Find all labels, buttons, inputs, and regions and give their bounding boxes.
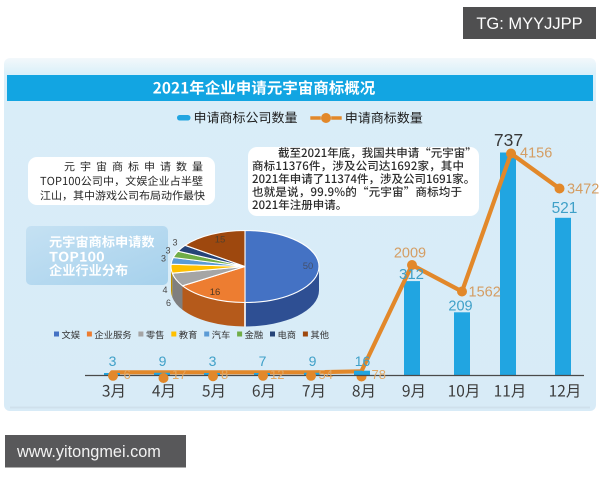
svg-text:312: 312 [399,266,424,283]
svg-text:6: 6 [166,298,171,308]
svg-text:16: 16 [210,287,221,298]
svg-text:50: 50 [303,261,314,272]
svg-text:8: 8 [221,367,228,382]
svg-text:4: 4 [162,285,167,295]
svg-text:9: 9 [159,353,167,369]
svg-text:737: 737 [494,130,523,150]
svg-text:521: 521 [552,200,578,217]
svg-text:4156: 4156 [520,146,552,162]
svg-text:9: 9 [309,353,317,369]
svg-text:3: 3 [209,353,217,369]
svg-text:209: 209 [448,299,472,315]
svg-text:15: 15 [215,235,226,246]
svg-text:7: 7 [259,353,267,369]
svg-text:TG: MYYJJPP: TG: MYYJJPP [476,15,582,33]
svg-text:www.yitongmei.com: www.yitongmei.com [16,443,161,461]
svg-text:6: 6 [124,367,131,382]
svg-text:16: 16 [355,353,371,369]
svg-text:54: 54 [319,367,333,382]
svg-text:17: 17 [172,367,186,382]
svg-text:3: 3 [109,353,117,369]
svg-text:3: 3 [172,238,177,248]
svg-text:3: 3 [165,246,170,256]
svg-text:1562: 1562 [469,285,501,301]
svg-text:3472: 3472 [567,182,599,198]
svg-text:2009: 2009 [394,246,426,262]
svg-text:12: 12 [270,367,284,382]
svg-text:3: 3 [161,254,166,264]
svg-text:78: 78 [372,367,386,382]
